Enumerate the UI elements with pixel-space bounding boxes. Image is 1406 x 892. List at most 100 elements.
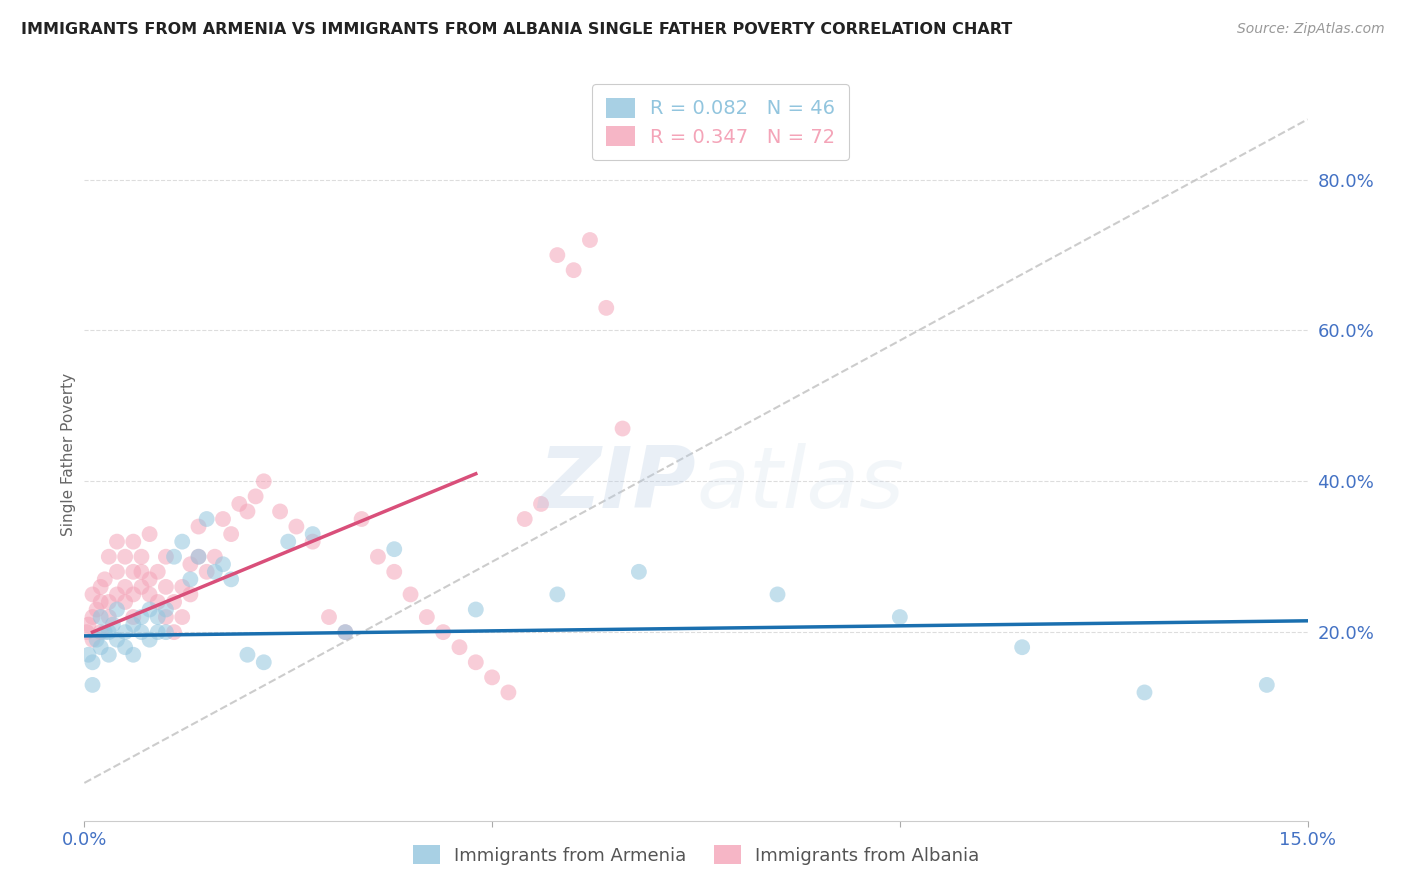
Point [155, 602, 177, 616]
Point [301, 527, 323, 541]
Point [122, 534, 145, 549]
Point [131, 565, 153, 579]
Point [172, 580, 194, 594]
Point [146, 565, 169, 579]
Point [172, 610, 194, 624]
Point [90, 625, 112, 640]
Point [350, 512, 373, 526]
Point [195, 565, 218, 579]
Point [97, 610, 120, 624]
Point [172, 534, 194, 549]
Point [212, 558, 235, 572]
Point [155, 610, 177, 624]
Point [253, 655, 276, 669]
Point [627, 565, 650, 579]
Point [212, 512, 235, 526]
Point [97, 595, 120, 609]
Y-axis label: Single Father Poverty: Single Father Poverty [60, 374, 76, 536]
Point [1133, 685, 1156, 699]
Point [335, 625, 357, 640]
Point [179, 587, 201, 601]
Point [82, 610, 104, 624]
Point [76, 625, 98, 640]
Point [277, 534, 299, 549]
Point [335, 625, 357, 640]
Point [219, 527, 242, 541]
Point [131, 580, 153, 594]
Point [131, 610, 153, 624]
Point [82, 587, 104, 601]
Point [114, 580, 136, 594]
Point [93, 572, 115, 586]
Point [105, 632, 128, 647]
Point [101, 617, 124, 632]
Point [187, 519, 209, 533]
Point [318, 610, 340, 624]
Point [105, 565, 128, 579]
Point [179, 572, 201, 586]
Point [90, 610, 112, 624]
Point [163, 625, 186, 640]
Point [138, 527, 160, 541]
Text: ZIP: ZIP [538, 442, 696, 525]
Point [90, 595, 112, 609]
Point [146, 625, 169, 640]
Point [105, 534, 128, 549]
Point [236, 648, 259, 662]
Point [498, 685, 520, 699]
Point [179, 558, 201, 572]
Point [122, 648, 145, 662]
Point [97, 549, 120, 564]
Point [449, 640, 471, 655]
Point [155, 549, 177, 564]
Point [131, 549, 153, 564]
Point [138, 587, 160, 601]
Legend: Immigrants from Armenia, Immigrants from Albania: Immigrants from Armenia, Immigrants from… [404, 837, 988, 874]
Point [155, 625, 177, 640]
Point [114, 549, 136, 564]
Point [236, 504, 259, 518]
Point [204, 549, 226, 564]
Point [766, 587, 789, 601]
Point [530, 497, 553, 511]
Point [122, 617, 145, 632]
Point [253, 475, 276, 489]
Point [93, 625, 115, 640]
Point [105, 602, 128, 616]
Point [399, 587, 422, 601]
Point [82, 678, 104, 692]
Point [889, 610, 911, 624]
Point [1011, 640, 1033, 655]
Point [228, 497, 250, 511]
Point [219, 572, 242, 586]
Point [77, 648, 100, 662]
Point [122, 610, 145, 624]
Point [1256, 678, 1278, 692]
Point [245, 489, 267, 503]
Point [82, 632, 104, 647]
Point [114, 640, 136, 655]
Point [97, 648, 120, 662]
Point [579, 233, 602, 247]
Point [562, 263, 585, 277]
Text: atlas: atlas [696, 442, 904, 525]
Point [97, 625, 120, 640]
Point [122, 587, 145, 601]
Point [105, 587, 128, 601]
Point [285, 519, 308, 533]
Point [114, 595, 136, 609]
Point [131, 625, 153, 640]
Point [90, 640, 112, 655]
Point [481, 670, 503, 684]
Point [114, 625, 136, 640]
Point [416, 610, 439, 624]
Point [612, 421, 634, 435]
Point [82, 655, 104, 669]
Text: IMMIGRANTS FROM ARMENIA VS IMMIGRANTS FROM ALBANIA SINGLE FATHER POVERTY CORRELA: IMMIGRANTS FROM ARMENIA VS IMMIGRANTS FR… [21, 22, 1012, 37]
Point [546, 248, 568, 262]
Point [90, 580, 112, 594]
Point [187, 549, 209, 564]
Point [163, 595, 186, 609]
Point [367, 549, 389, 564]
Point [546, 587, 568, 601]
